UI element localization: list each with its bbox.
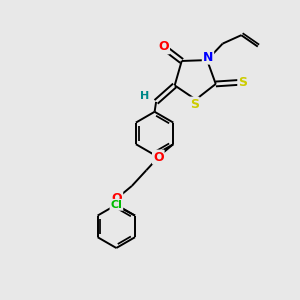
Text: H: H <box>140 92 149 101</box>
Text: S: S <box>190 98 199 111</box>
Text: S: S <box>238 76 247 89</box>
Text: O: O <box>158 40 169 53</box>
Text: N: N <box>203 51 213 64</box>
Text: Cl: Cl <box>110 200 122 210</box>
Text: O: O <box>112 192 122 205</box>
Text: O: O <box>153 151 164 164</box>
